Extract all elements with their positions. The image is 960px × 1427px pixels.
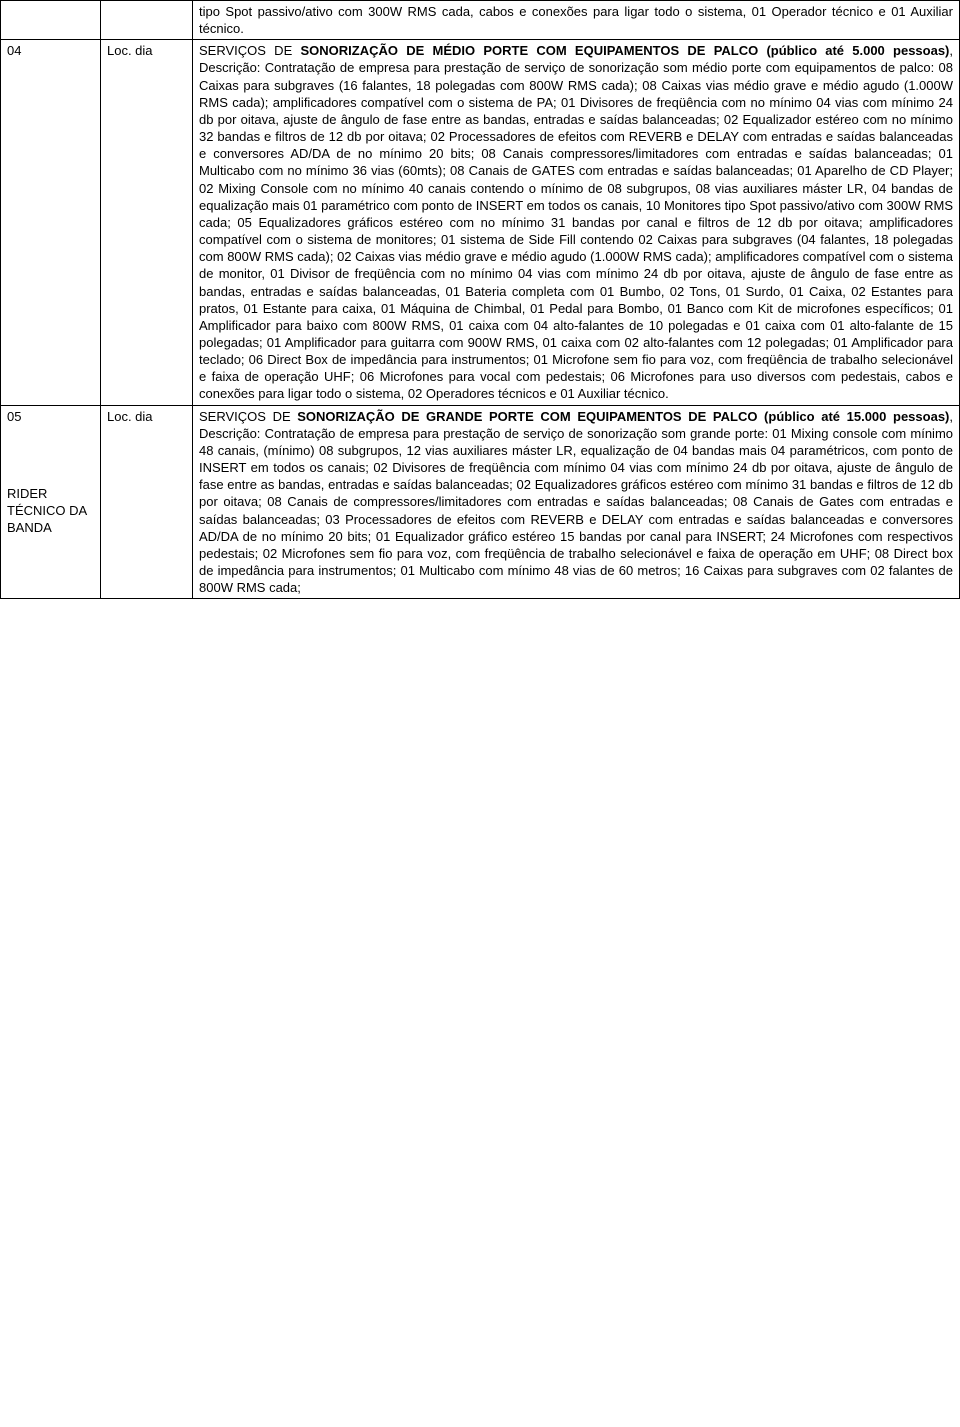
desc-lead-plain: SERVIÇOS DE (199, 43, 300, 58)
desc-body: , Descrição: Contratação de empresa para… (199, 43, 953, 401)
cell-description: SERVIÇOS DE SONORIZAÇÃO DE GRANDE PORTE … (193, 405, 960, 599)
cell-item-number: 04 (1, 40, 101, 405)
cell-unit (101, 1, 193, 40)
table-row: tipo Spot passivo/ativo com 300W RMS cad… (1, 1, 960, 40)
cell-item-number (1, 1, 101, 40)
desc-lead-bold: SONORIZAÇÃO DE MÉDIO PORTE COM EQUIPAMEN… (300, 43, 949, 58)
cell-unit: Loc. dia (101, 405, 193, 599)
desc-lead-bold: SONORIZAÇÃO DE GRANDE PORTE COM EQUIPAME… (297, 409, 949, 424)
table-row: 04 Loc. dia SERVIÇOS DE SONORIZAÇÃO DE M… (1, 40, 960, 405)
table-row: 05 RIDER TÉCNICO DA BANDA Loc. dia SERVI… (1, 405, 960, 599)
desc-lead-plain: SERVIÇOS DE (199, 409, 297, 424)
cell-unit: Loc. dia (101, 40, 193, 405)
cell-item-number: 05 RIDER TÉCNICO DA BANDA (1, 405, 101, 599)
spec-table: tipo Spot passivo/ativo com 300W RMS cad… (0, 0, 960, 599)
desc-body: , Descrição: Contratação de empresa para… (199, 409, 953, 596)
item-number-bottom: RIDER TÉCNICO DA BANDA (7, 485, 94, 536)
cell-description: tipo Spot passivo/ativo com 300W RMS cad… (193, 1, 960, 40)
item-number-top: 05 (7, 408, 94, 425)
cell-description: SERVIÇOS DE SONORIZAÇÃO DE MÉDIO PORTE C… (193, 40, 960, 405)
spacer (7, 425, 94, 485)
